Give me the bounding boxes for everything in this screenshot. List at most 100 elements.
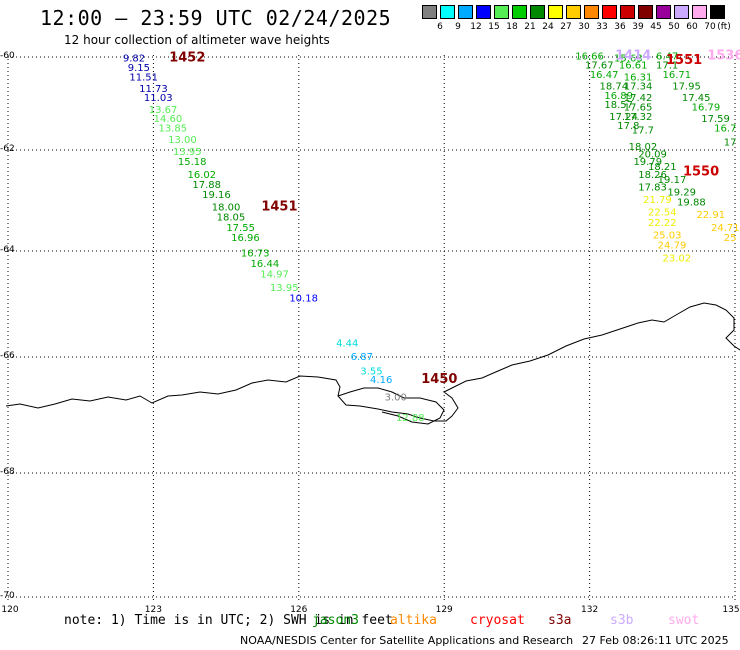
swh-reading: 17.42 xyxy=(624,93,653,104)
legend-unit: (ft) xyxy=(717,22,731,32)
swh-reading: 16.7 xyxy=(714,123,736,134)
track-id-1414: 1414 xyxy=(615,48,651,63)
swh-reading: 17.59 xyxy=(701,114,730,125)
legend-label-6: 6 xyxy=(437,22,443,32)
lat-label: -62 xyxy=(0,144,15,154)
swh-reading: 18.74 xyxy=(600,82,629,93)
swh-reading: 17.1 xyxy=(656,61,678,72)
wave-height-legend: 6 9 12 15 18 21 24 27 30 33 36 39 45 50 60 70 (ft) xyxy=(422,5,734,35)
legend-swatch-9 xyxy=(458,5,473,19)
legend-swatch-39 xyxy=(638,5,653,19)
legend-swatch-18 xyxy=(512,5,527,19)
satellite-s3a: s3a xyxy=(548,613,572,628)
map-title: 12:00 – 23:59 UTC 02/24/2025 xyxy=(40,6,392,30)
swh-reading: 11.03 xyxy=(144,93,173,104)
swh-reading: 13.95 xyxy=(270,283,299,294)
swh-reading: 18.57 xyxy=(604,100,633,111)
swh-reading: 19.88 xyxy=(677,198,706,209)
legend-swatch-12 xyxy=(476,5,491,19)
legend-swatch-30 xyxy=(584,5,599,19)
swh-reading: 13.95 xyxy=(173,147,202,158)
graticule xyxy=(7,55,736,600)
satellite-s3b: s3b xyxy=(610,613,634,628)
swh-reading: 22.22 xyxy=(648,218,677,229)
swh-reading: 17.67 xyxy=(585,61,614,72)
swh-reading: 15.63 xyxy=(614,54,643,65)
swh-reading: 17 xyxy=(724,137,737,148)
swh-reading: 16.71 xyxy=(663,70,692,81)
lon-label: 132 xyxy=(581,605,599,615)
swh-reading: 17.83 xyxy=(638,182,667,193)
legend-swatch-36 xyxy=(620,5,635,19)
legend-swatch-33 xyxy=(602,5,617,19)
swh-reading: 23.02 xyxy=(663,254,692,265)
swh-reading: 16.61 xyxy=(619,61,648,72)
lat-label: -66 xyxy=(0,351,15,361)
legend-swatch-27 xyxy=(566,5,581,19)
satellite-cryosat: cryosat xyxy=(470,613,525,628)
track-id-1450: 1450 xyxy=(421,372,457,387)
swh-reading: 22.91 xyxy=(696,210,725,221)
track-id-1452: 1452 xyxy=(169,51,205,66)
swh-reading: 17.55 xyxy=(226,223,255,234)
swh-reading: 17.45 xyxy=(682,93,711,104)
swh-reading: 9.82 xyxy=(123,54,145,65)
legend-label-9: 9 xyxy=(455,22,461,32)
swh-reading: 3.00 xyxy=(385,393,407,404)
lat-label: -70 xyxy=(0,591,15,601)
swh-reading: 19.17 xyxy=(658,175,687,186)
swh-reading: 16.89 xyxy=(604,91,633,102)
swh-reading: 18.00 xyxy=(212,203,241,214)
lat-label: -60 xyxy=(0,51,15,61)
swh-reading: 13.67 xyxy=(149,105,178,116)
swh-reading: 3.55 xyxy=(360,366,382,377)
track-id-1451: 1451 xyxy=(261,200,297,215)
lon-label: 120 xyxy=(1,605,19,615)
swh-reading: 11.73 xyxy=(139,84,168,95)
swh-reading: 16.66 xyxy=(575,51,604,62)
swh-reading: 17.34 xyxy=(624,82,653,93)
swh-reading: 16.31 xyxy=(624,72,653,83)
swh-reading: 17.7 xyxy=(632,126,654,137)
units-note: note: 1) Time is in UTC; 2) SWH is in fe… xyxy=(64,613,393,628)
generation-timestamp: 27 Feb 08:26:11 UTC 2025 xyxy=(582,634,729,647)
swh-reading: 16.73 xyxy=(241,248,270,259)
swh-reading: 14.97 xyxy=(260,270,289,281)
coastline-path xyxy=(5,302,740,422)
swh-reading: 17.8 xyxy=(617,121,639,132)
swh-reading: 6.47 xyxy=(656,51,678,62)
legend-label-24: 24 xyxy=(542,22,554,32)
track-id-1536: 1536 xyxy=(707,48,740,63)
legend-label-39: 39 xyxy=(632,22,644,32)
legend-label-70: 70 xyxy=(704,22,716,32)
track-id-1551: 1551 xyxy=(666,53,702,68)
swh-reading: 9.15 xyxy=(128,63,150,74)
swh-reading: 21.79 xyxy=(643,195,672,206)
legend-swatch-3 xyxy=(422,5,437,19)
legend-label-36: 36 xyxy=(614,22,626,32)
antarctic-coastline xyxy=(5,302,740,425)
legend-label-33: 33 xyxy=(596,22,608,32)
swh-reading: 4.16 xyxy=(370,375,392,386)
lon-label: 123 xyxy=(144,605,162,615)
swh-reading: 13.85 xyxy=(158,123,187,134)
swh-reading: 24.71 xyxy=(711,223,740,234)
swh-reading: 18.26 xyxy=(638,170,667,181)
legend-label-27: 27 xyxy=(560,22,572,32)
swh-reading: 25.03 xyxy=(653,230,682,241)
legend-label-30: 30 xyxy=(578,22,590,32)
swh-reading: 18.21 xyxy=(648,162,677,173)
legend-label-12: 12 xyxy=(470,22,482,32)
legend-swatch-15 xyxy=(494,5,509,19)
legend-swatch-6 xyxy=(440,5,455,19)
swh-reading: 17.95 xyxy=(672,82,701,93)
swh-reading: 16.79 xyxy=(692,102,721,113)
track-labels: 1452 1451 1450 1551 1550 1536 1414 xyxy=(169,48,740,387)
legend-label-15: 15 xyxy=(488,22,500,32)
swh-reading: 16.47 xyxy=(590,70,619,81)
swh-reading: 17.65 xyxy=(624,102,653,113)
lon-label: 126 xyxy=(290,605,308,615)
swh-reading: 16.44 xyxy=(251,259,280,270)
swh-reading: 12.88 xyxy=(396,413,425,424)
satellite-altika: altika xyxy=(390,613,437,628)
